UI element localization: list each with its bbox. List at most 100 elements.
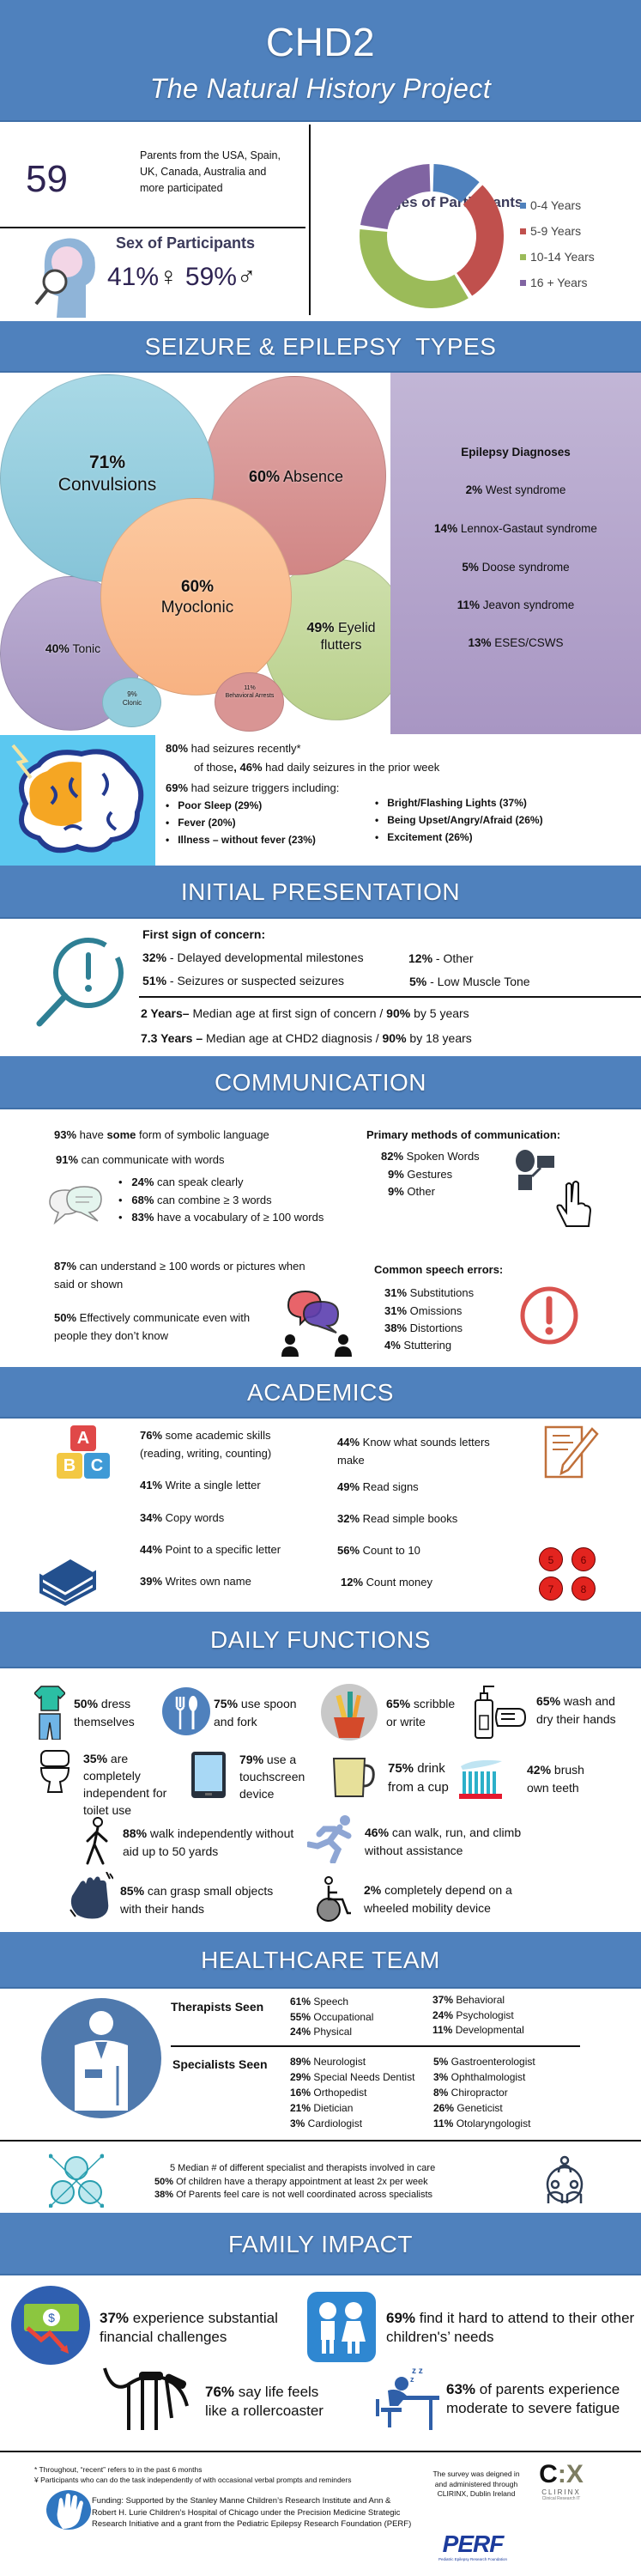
specialist-item: 5% Gastroenterologist — [433, 2056, 535, 2068]
method-item: 82% Spoken Words — [381, 1150, 480, 1163]
donut-segment-10-14-years — [360, 228, 469, 308]
legend-item: 5-9 Years — [520, 218, 595, 244]
section-header-communication: COMMUNICATION — [0, 1056, 641, 1109]
communicate-words: 91% can communicate with words — [56, 1153, 225, 1166]
chat-bubbles-icon — [49, 1186, 102, 1225]
bubble-label: 9% Clonic — [122, 690, 142, 707]
trigger-item: • Fever (20%) — [166, 817, 236, 829]
academic-item: 39% Writes own name — [140, 1575, 251, 1588]
bubble-clonic — [102, 677, 161, 727]
divider — [171, 2045, 580, 2047]
bubble-behavioral — [215, 672, 284, 732]
female-pct: 41% — [107, 263, 160, 291]
legend-label: 0-4 Years — [530, 198, 582, 212]
daily-seizures: of those, 46% had daily seizures in the … — [194, 761, 440, 774]
seizure-bubble-area: 71% Convulsions 60% Absence 60% Myoclonic … — [0, 373, 390, 734]
bubble-label: 71% Convulsions — [57, 453, 157, 495]
diagnoses-title: Epilepsy Diagnoses — [461, 446, 571, 459]
survey-credit: The survey was deigned in and administer… — [432, 2470, 520, 2498]
bubble-label: 60% Absence — [248, 468, 344, 485]
specialist-item: 8% Chiropractor — [433, 2087, 508, 2099]
divider — [0, 227, 305, 228]
daily-item: 50% dress themselves — [74, 1697, 135, 1728]
apple: 8 — [571, 1577, 596, 1601]
section-title: ACADEMICS — [247, 1379, 394, 1406]
clothes-icon — [34, 1686, 65, 1740]
perf-wordmark: PERF — [442, 2530, 505, 2557]
specialist-item: 29% Special Needs Dentist — [290, 2071, 415, 2083]
apple: 6 — [571, 1547, 596, 1571]
divider — [0, 2451, 641, 2452]
speech-bullet: • 83% have a vocabulary of ≥ 100 words — [118, 1211, 324, 1224]
academic-item: 12% Count money — [341, 1576, 432, 1589]
clirinx-logo: C:X CLIRINX Clinical Research IT — [535, 2461, 587, 2509]
books-icon — [39, 1559, 96, 1606]
bubble-label: 49% Eyelid flutters — [306, 621, 376, 653]
daily-item: 85% can grasp small objects with their h… — [120, 1884, 274, 1916]
block-c: C — [84, 1453, 110, 1479]
clirinx-tagline: Clinical Research IT — [541, 2496, 581, 2501]
perf-tagline: Pediatric Epilepsy Research Foundation — [438, 2557, 508, 2561]
diagnosis-item: 14% Lennox-Gastaut syndrome — [434, 522, 597, 535]
seizure-triggers: 69% had seizure triggers including: — [166, 781, 340, 794]
academic-item: 34% Copy words — [140, 1511, 225, 1524]
section-title: COMMUNICATION — [214, 1069, 427, 1096]
notepad-pencil-icon — [544, 1425, 599, 1479]
academic-item: 49% Read signs — [337, 1480, 419, 1493]
epilepsy-diagnoses-panel — [390, 373, 641, 734]
apple: 5 — [539, 1547, 563, 1571]
block-b: B — [57, 1453, 82, 1479]
trigger-item: • Being Upset/Angry/Afraid (26%) — [375, 814, 543, 826]
specialist-item: 21% Dietician — [290, 2102, 354, 2114]
legend-label: 10-14 Years — [530, 250, 595, 264]
sex-split: 41%♀ 59%♂ — [107, 260, 256, 294]
specialist-item: 3% Cardiologist — [290, 2117, 363, 2129]
daily-item: 88% walk independently without aid up to… — [123, 1826, 294, 1858]
page-header: CHD2 The Natural History Project — [0, 0, 641, 122]
care-summary: 38% Of Parents feel care is not well coo… — [154, 2190, 433, 2200]
diagnosis-item: 5% Doose syndrome — [462, 561, 570, 574]
errors-title: Common speech errors: — [374, 1263, 504, 1276]
daily-item: 42% brush own teeth — [527, 1763, 584, 1795]
daily-item: 75% use spoon and fork — [214, 1697, 297, 1728]
specialist-item: 26% Geneticist — [433, 2102, 503, 2114]
academic-item: 76% some academic skills (reading, writi… — [140, 1429, 272, 1460]
bubble-label: 11% Behavioral Arrests — [225, 685, 275, 699]
divider — [139, 996, 641, 998]
trigger-item: • Poor Sleep (29%) — [166, 799, 263, 811]
care-summary: 5 Median # of different specialist and t… — [170, 2163, 436, 2173]
legend-swatch — [520, 253, 526, 260]
block-a: A — [70, 1425, 96, 1451]
section-title: HEALTHCARE TEAM — [201, 1947, 440, 1973]
concern-title: First sign of concern: — [142, 927, 266, 941]
footnote-recent: * Throughout, “recent” refers to in the … — [34, 2465, 203, 2474]
therapist-item: 55% Occupational — [290, 2011, 374, 2023]
concern-item: 12% - Other — [408, 951, 474, 965]
brain-lightning-icon — [11, 744, 144, 854]
section-title: DAILY FUNCTIONS — [210, 1626, 431, 1653]
bubble-label: 40% Tonic — [45, 641, 101, 655]
legend-label: 16 + Years — [530, 276, 588, 289]
fork-spoon-icon — [162, 1687, 210, 1735]
specialist-item: 16% Orthopedist — [290, 2087, 367, 2099]
brain-icon-box — [0, 735, 155, 866]
fatigue-icon: z zz — [376, 2366, 439, 2430]
perf-logo: PERF Pediatric Epilepsy Research Foundat… — [429, 2531, 517, 2566]
warning-icon — [520, 1286, 578, 1345]
daily-item: 75% drink from a cup — [388, 1761, 449, 1795]
legend-swatch — [520, 228, 526, 234]
apple: 7 — [539, 1577, 563, 1601]
footnote-independent: ¥ Participants who can do the task indep… — [34, 2476, 352, 2484]
family-item: 69% find it hard to attend to their othe… — [386, 2310, 635, 2345]
effective-communication: 50% Effectively communicate even with pe… — [54, 1311, 251, 1342]
legend-item: 16 + Years — [520, 270, 595, 295]
recent-seizures: 80% had seizures recently* — [166, 742, 301, 755]
vertical-divider — [309, 125, 311, 315]
error-item: 31% Substitutions — [384, 1286, 475, 1299]
bubble-label: 60% Myoclonic — [160, 578, 234, 617]
ages-donut-chart — [360, 164, 504, 308]
care-summary: 50% Of children have a therapy appointme… — [154, 2177, 428, 2187]
legend-item: 0-4 Years — [520, 192, 595, 218]
clirinx-wordmark: CLIRINX — [541, 2488, 581, 2496]
method-item: 9% Gestures — [388, 1168, 453, 1181]
